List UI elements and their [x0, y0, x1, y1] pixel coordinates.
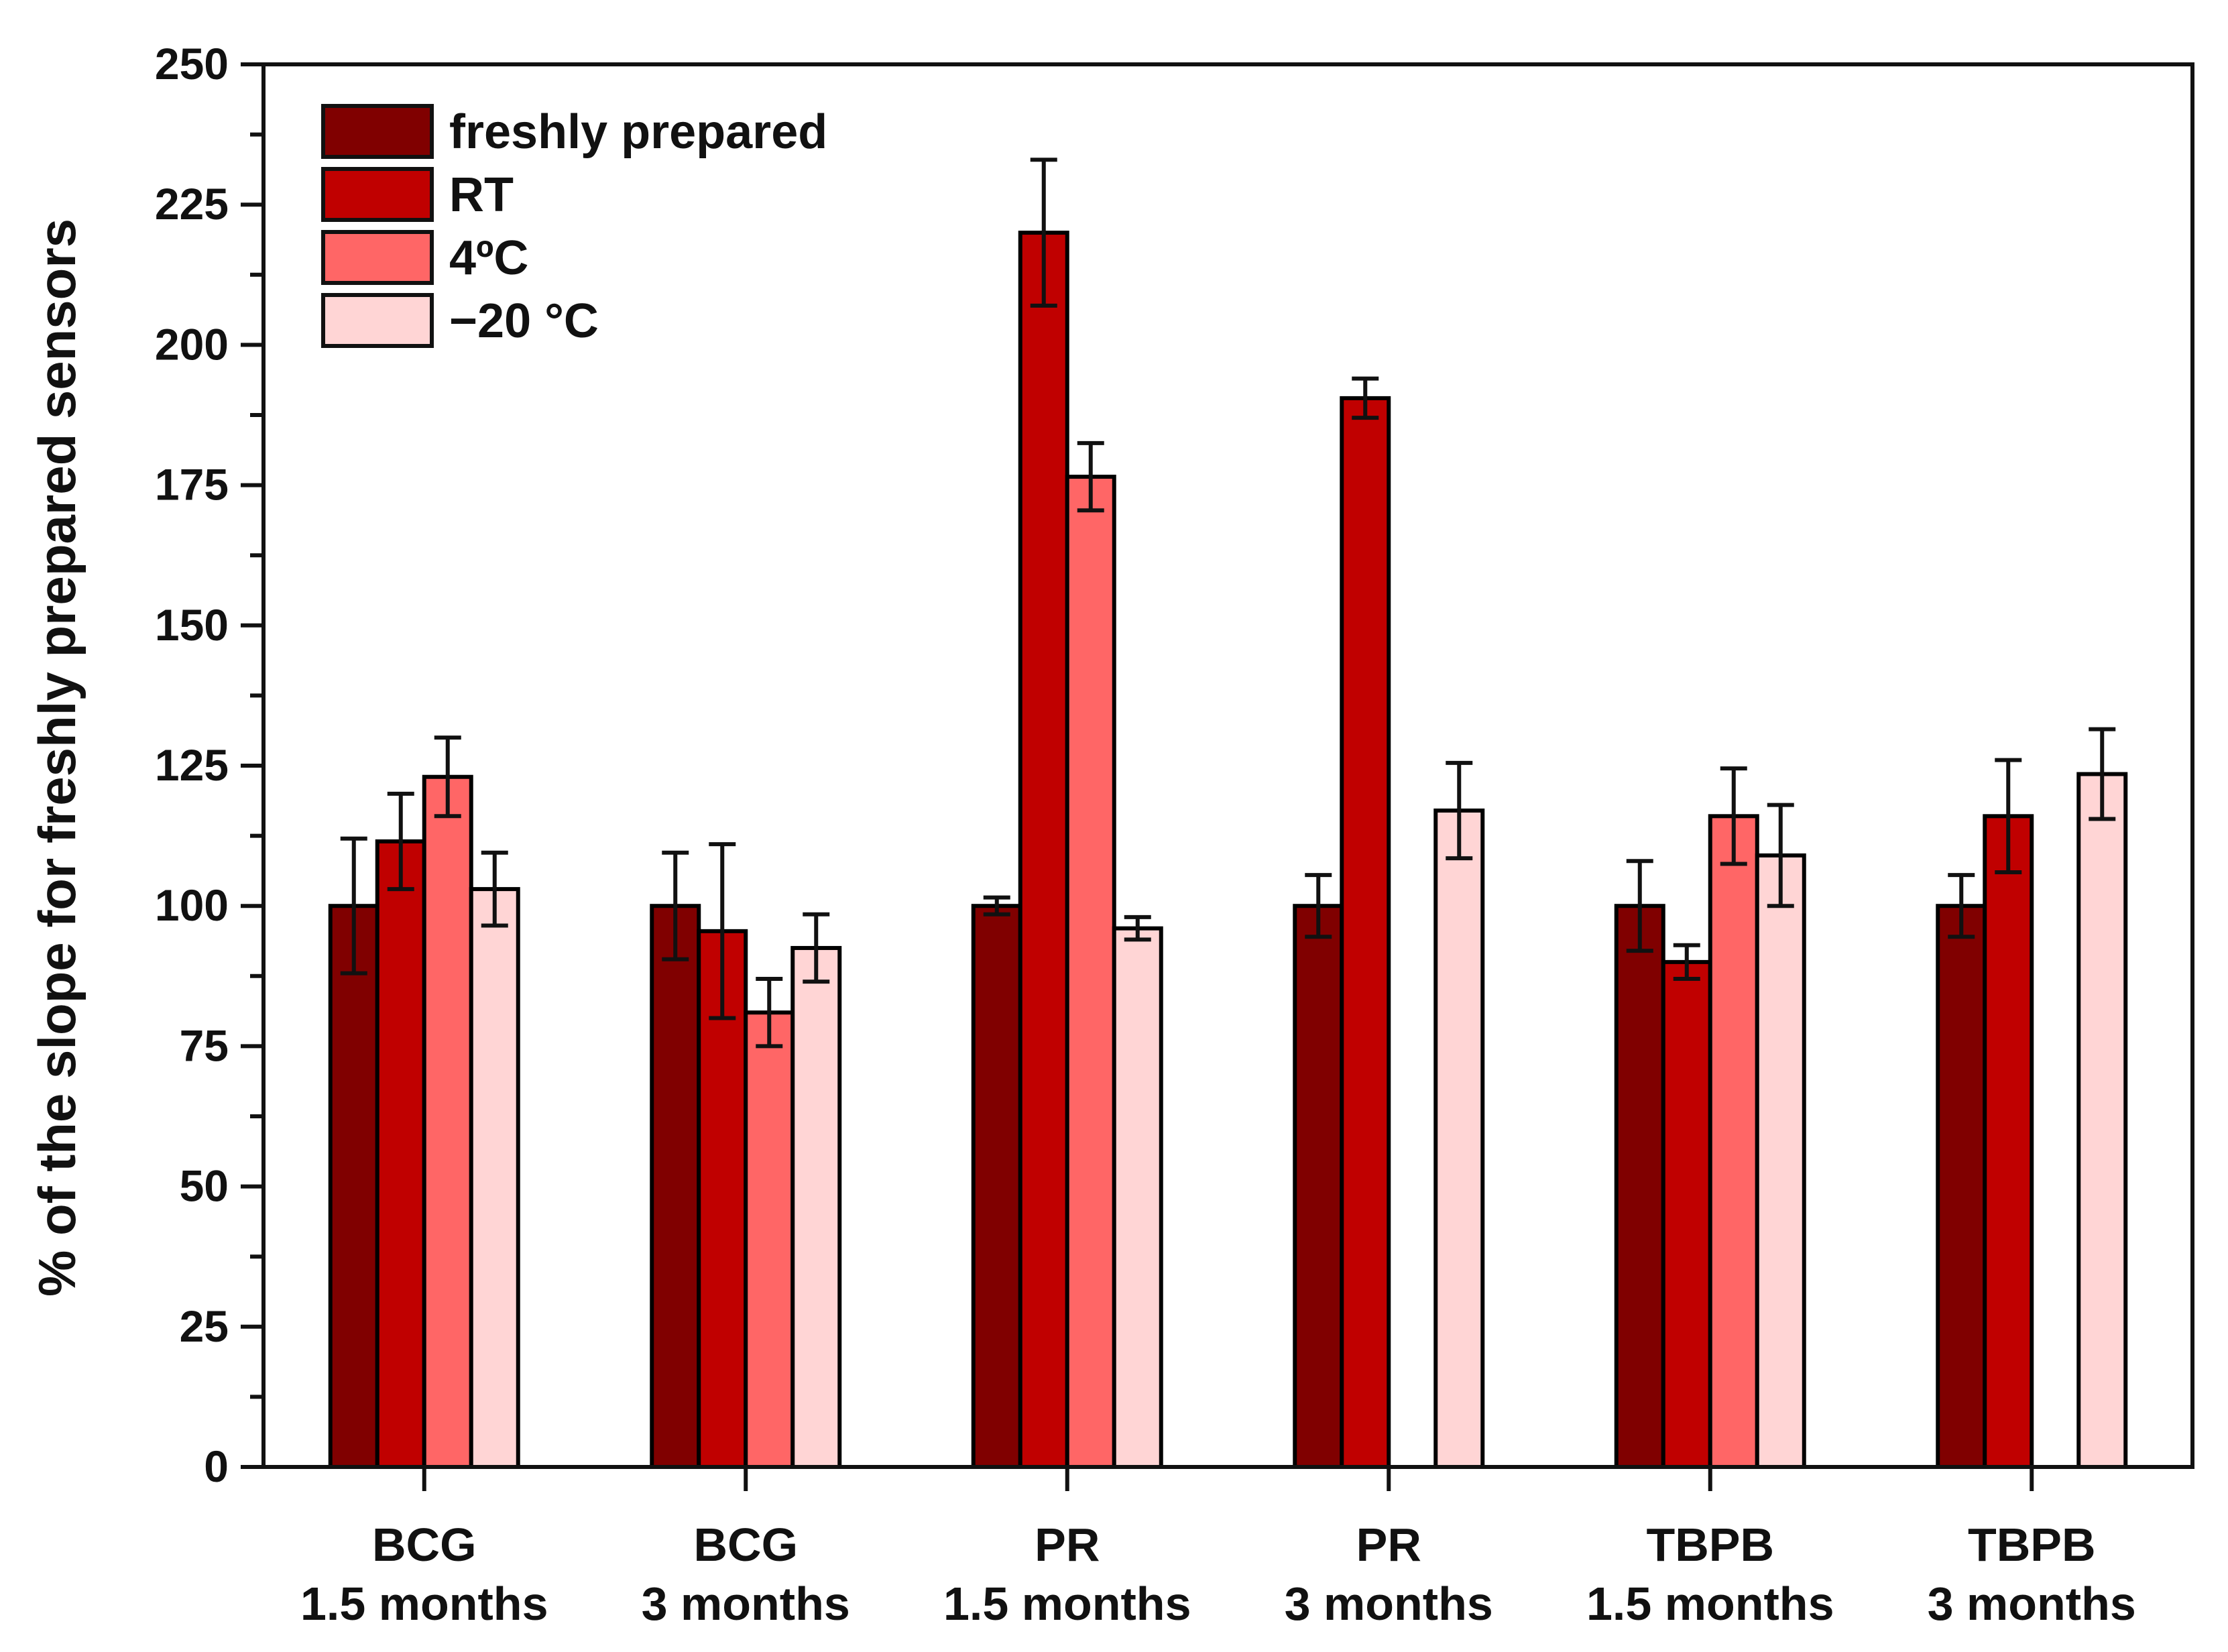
x-tick-label-1-1: 3 months	[642, 1578, 850, 1630]
x-tick-label-3-1: 3 months	[1285, 1578, 1493, 1630]
legend-label-1: RT	[449, 168, 514, 222]
bar-1-0	[650, 904, 701, 1469]
bar-4-3	[1755, 853, 1806, 1469]
y-tick-label-150: 150	[155, 600, 229, 650]
bar-4-1	[1661, 959, 1712, 1469]
bar-5-1	[1983, 814, 2034, 1469]
y-tick-label-225: 225	[155, 179, 229, 229]
bar-0-1	[375, 839, 426, 1469]
bar-1-2	[744, 1010, 795, 1469]
bar-0-2	[422, 774, 473, 1469]
plot-frame	[261, 62, 2194, 1469]
bar-3-1	[1340, 396, 1391, 1469]
x-tick-label-0-1: 1.5 months	[300, 1578, 548, 1630]
y-tick-label-25: 25	[180, 1301, 229, 1351]
legend-swatch-1	[321, 167, 434, 222]
bar-4-0	[1614, 904, 1665, 1469]
x-tick-label-5-0: TBPB	[1968, 1519, 2096, 1571]
x-tick-label-2-0: PR	[1035, 1519, 1100, 1571]
legend: freshly prepared RT 4ºC −20 °C	[321, 104, 827, 348]
bar-5-0	[1936, 904, 1987, 1469]
y-tick-label-250: 250	[155, 39, 229, 88]
bar-1-3	[790, 945, 842, 1469]
bar-4-2	[1708, 814, 1759, 1469]
legend-label-2: 4ºC	[449, 231, 528, 285]
legend-swatch-0	[321, 104, 434, 159]
bar-3-3	[1433, 808, 1485, 1469]
y-tick-label-75: 75	[180, 1020, 229, 1070]
x-tick-label-3-0: PR	[1356, 1519, 1421, 1571]
bar-2-0	[971, 904, 1022, 1469]
bar-2-2	[1065, 475, 1116, 1469]
bar-2-3	[1112, 926, 1163, 1469]
legend-label-3: −20 °C	[449, 294, 599, 348]
y-tick-label-100: 100	[155, 880, 229, 930]
bar-5-3	[2076, 772, 2128, 1469]
axes-layer: BCG 1.5 months BCG 3 months PR 1.5 months PR 3 …	[155, 39, 2194, 1630]
y-tick-label-0: 0	[204, 1441, 229, 1491]
y-tick-label-175: 175	[155, 460, 229, 510]
bar-3-0	[1293, 904, 1344, 1469]
bars-layer	[328, 231, 2128, 1469]
bar-2-1	[1018, 231, 1069, 1469]
bar-0-3	[469, 887, 520, 1469]
error-bars-layer	[340, 158, 2116, 1049]
y-tick-label-200: 200	[155, 319, 229, 369]
y-tick-label-125: 125	[155, 740, 229, 790]
x-tick-label-2-1: 1.5 months	[943, 1578, 1191, 1630]
x-tick-label-4-1: 1.5 months	[1586, 1578, 1834, 1630]
x-tick-label-4-0: TBPB	[1646, 1519, 1774, 1571]
x-tick-label-1-0: BCG	[693, 1519, 798, 1571]
legend-label-0: freshly prepared	[449, 105, 827, 159]
y-axis-title: % of the slope for freshly prepared sens…	[27, 219, 86, 1297]
x-tick-label-5-1: 3 months	[1928, 1578, 2136, 1630]
y-tick-label-50: 50	[180, 1161, 229, 1211]
x-tick-label-0-0: BCG	[372, 1519, 477, 1571]
legend-swatch-2	[321, 230, 434, 285]
bar-0-0	[328, 904, 379, 1469]
legend-swatch-3	[321, 293, 434, 348]
